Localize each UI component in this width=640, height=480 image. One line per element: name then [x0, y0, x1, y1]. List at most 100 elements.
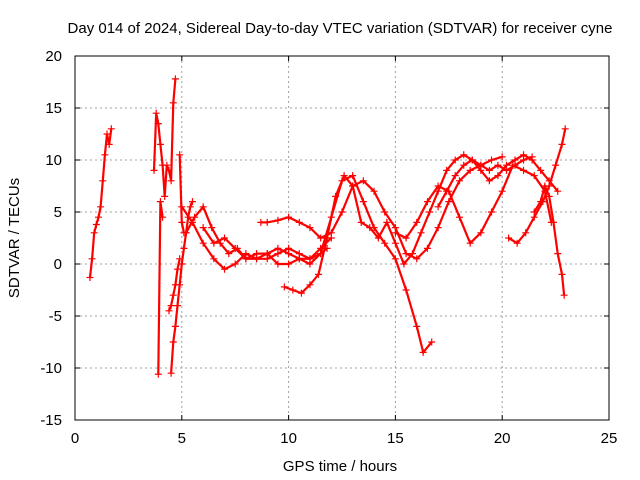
data-point	[466, 166, 474, 174]
data-point	[274, 244, 282, 252]
data-point	[92, 220, 100, 228]
data-point	[167, 369, 175, 377]
data-point	[154, 370, 162, 378]
data-point	[171, 75, 179, 83]
data-point	[199, 239, 207, 247]
data-point	[552, 161, 560, 169]
data-point	[263, 218, 271, 226]
data-point	[221, 265, 229, 273]
data-point	[315, 270, 323, 278]
data-point	[188, 198, 196, 206]
data-point	[417, 229, 425, 237]
data-point	[208, 224, 216, 232]
data-point	[231, 244, 239, 252]
data-point	[488, 208, 496, 216]
data-point	[554, 187, 562, 195]
data-point	[549, 218, 557, 226]
data-point	[359, 177, 367, 185]
data-point	[178, 203, 186, 211]
y-tick-label: -15	[40, 412, 62, 429]
y-tick-label: 10	[45, 152, 62, 169]
series-pass-n	[505, 125, 569, 247]
data-point	[391, 255, 399, 263]
data-point	[502, 161, 510, 169]
plot-frame	[74, 55, 610, 421]
data-point	[451, 172, 459, 180]
data-point	[199, 224, 207, 232]
data-point	[434, 224, 442, 232]
data-point	[488, 156, 496, 164]
data-point	[340, 172, 348, 180]
data-point	[225, 250, 233, 258]
data-point	[381, 208, 389, 216]
data-point	[285, 213, 293, 221]
data-point	[498, 153, 506, 161]
series-trace	[283, 153, 533, 295]
data-point	[97, 203, 105, 211]
data-point	[257, 218, 265, 226]
data-point	[455, 213, 463, 221]
data-point	[174, 265, 182, 273]
data-point	[165, 307, 173, 315]
data-point	[163, 161, 171, 169]
data-point	[191, 213, 199, 221]
data-point	[520, 166, 528, 174]
data-point	[161, 192, 169, 200]
x-axis-label: GPS time / hours	[283, 458, 397, 475]
data-point	[171, 322, 179, 330]
data-point	[413, 218, 421, 226]
data-point	[317, 234, 325, 242]
data-point	[402, 250, 410, 258]
data-point	[426, 208, 434, 216]
data-point	[357, 218, 365, 226]
data-point	[460, 161, 468, 169]
data-point	[274, 260, 282, 268]
data-point	[90, 229, 98, 237]
x-tick-label: 20	[494, 430, 511, 447]
data-point	[88, 255, 96, 263]
data-point	[485, 177, 493, 185]
data-point	[99, 177, 107, 185]
data-point	[494, 161, 502, 169]
data-point	[167, 302, 175, 310]
data-point	[156, 140, 164, 148]
data-point	[169, 338, 177, 346]
data-layer	[86, 75, 569, 378]
data-point	[528, 156, 536, 164]
data-point	[159, 213, 167, 221]
data-point	[530, 172, 538, 180]
data-point	[443, 187, 451, 195]
data-point	[554, 250, 562, 258]
data-point	[485, 166, 493, 174]
data-point	[560, 291, 568, 299]
data-point	[511, 156, 519, 164]
data-point	[402, 234, 410, 242]
data-point	[306, 224, 314, 232]
data-point	[408, 250, 416, 258]
data-point	[505, 234, 513, 242]
series-pass-b	[150, 75, 179, 200]
x-tick-label: 15	[387, 430, 404, 447]
data-point	[545, 192, 553, 200]
data-point	[537, 198, 545, 206]
data-point	[176, 255, 184, 263]
data-point	[180, 244, 188, 252]
data-point	[359, 198, 367, 206]
data-point	[520, 151, 528, 159]
series-trace	[185, 204, 333, 266]
data-point	[434, 203, 442, 211]
series-pass-f	[176, 151, 188, 237]
data-point	[451, 156, 459, 164]
data-point	[165, 166, 173, 174]
y-tick-label: 20	[45, 48, 62, 65]
data-point	[105, 140, 113, 148]
data-point	[413, 255, 421, 263]
data-point	[561, 125, 569, 133]
data-point	[466, 239, 474, 247]
x-tick-label: 5	[178, 430, 186, 447]
data-point	[169, 99, 177, 107]
data-point	[338, 208, 346, 216]
data-point	[167, 177, 175, 185]
series-pass-m	[434, 151, 562, 211]
series-trace	[260, 155, 503, 261]
